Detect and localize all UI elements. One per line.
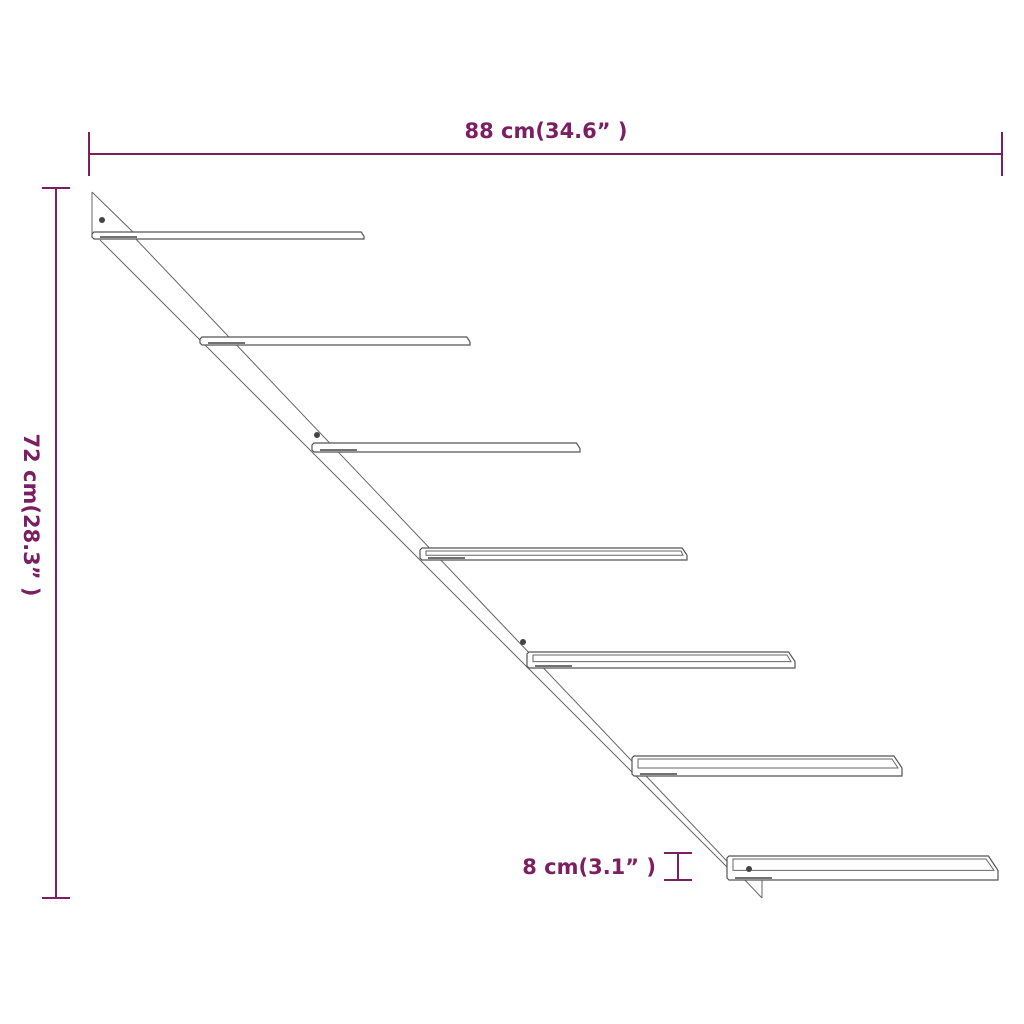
shelf (311, 442, 581, 453)
shelf (91, 231, 365, 240)
shelf (631, 755, 903, 777)
shelf (526, 651, 796, 669)
spacing-label: 8 cm(3.1” ) (522, 855, 656, 879)
shelf (199, 336, 471, 346)
screw-icon (314, 432, 320, 438)
width-label: 88 cm(34.6” ) (465, 119, 628, 143)
screw-icon (520, 639, 526, 645)
shelf (419, 547, 688, 561)
height-label: 72 cm(28.3” ) (19, 434, 43, 597)
screw-icon (99, 217, 105, 223)
wall-bracket (91, 191, 763, 899)
screw-icon (746, 866, 752, 872)
shelf (726, 855, 999, 881)
